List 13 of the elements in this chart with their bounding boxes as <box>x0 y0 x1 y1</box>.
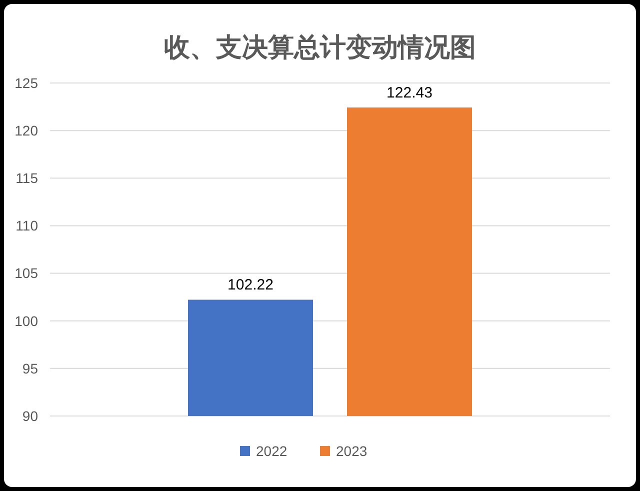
legend-label: 2022 <box>256 442 288 459</box>
y-tick-label: 120 <box>14 122 38 138</box>
y-tick-label: 125 <box>14 74 38 91</box>
legend-label: 2023 <box>336 442 368 459</box>
data-label: 122.43 <box>386 84 432 102</box>
y-tick-label: 105 <box>14 265 38 282</box>
data-label: 102.22 <box>228 276 274 294</box>
y-tick-label: 90 <box>22 408 38 424</box>
y-tick-label: 95 <box>22 360 38 376</box>
y-tick-label: 115 <box>16 170 38 186</box>
y-tick-label: 110 <box>16 218 38 234</box>
chart-title: 收、支决算总计变动情况图 <box>164 33 476 63</box>
y-tick-label: 100 <box>14 312 38 329</box>
